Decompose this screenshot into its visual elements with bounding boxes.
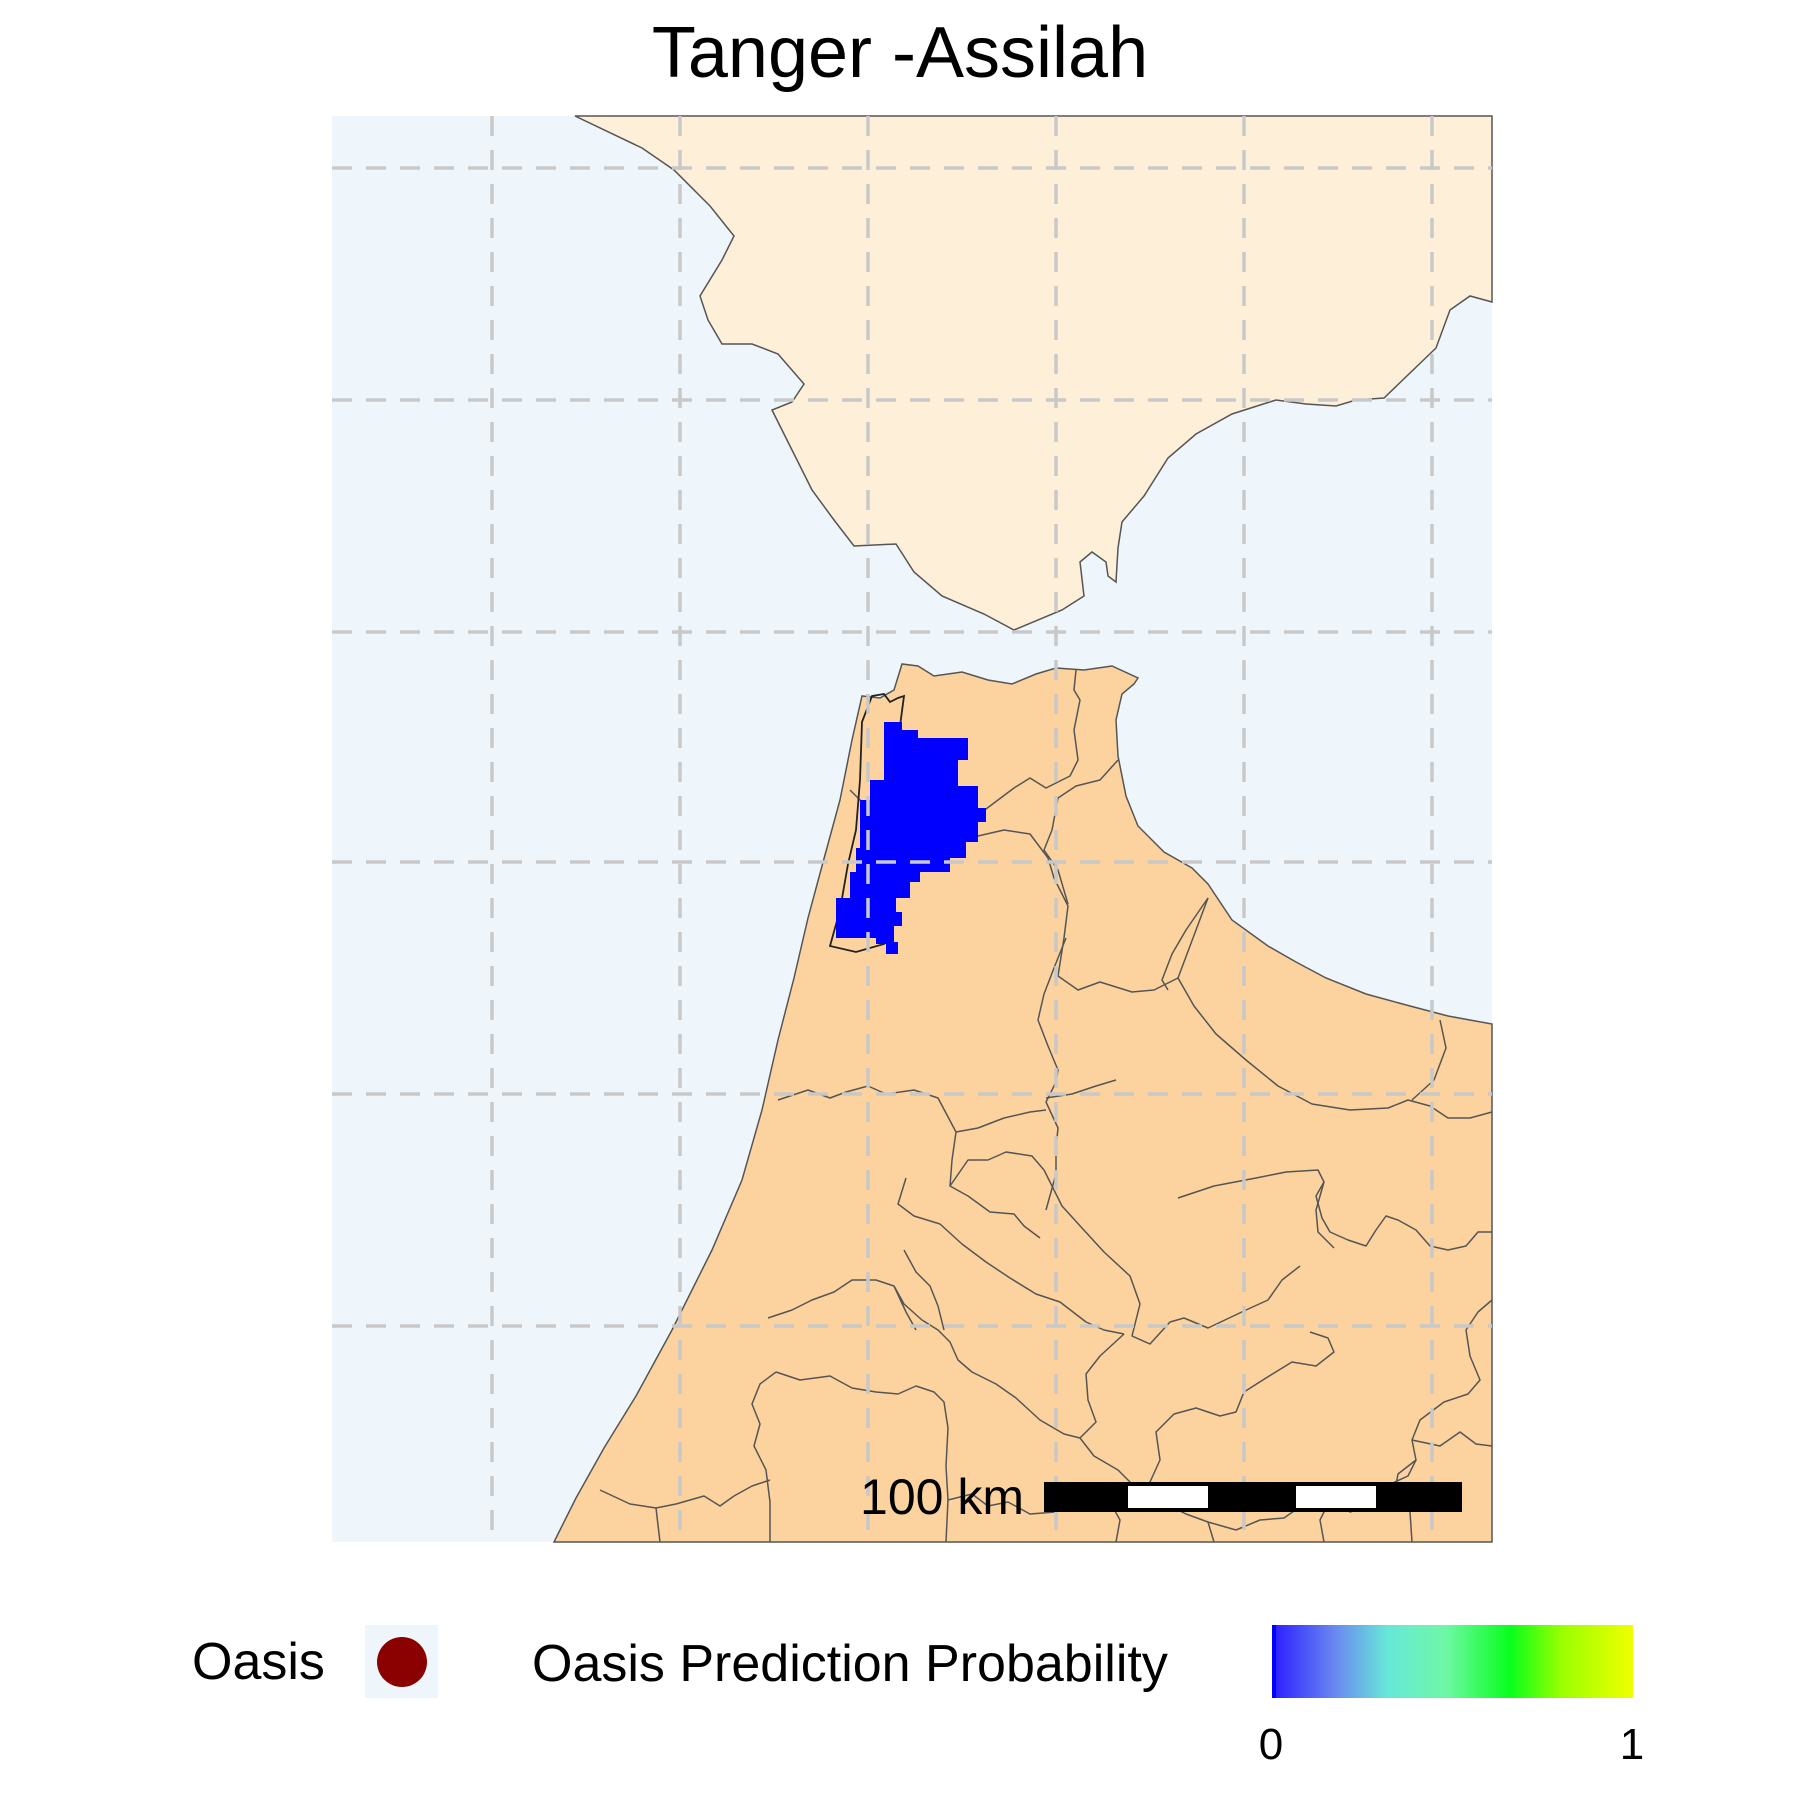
probability-colorbar	[1272, 1625, 1633, 1698]
map-title: Tanger -Assilah	[651, 13, 1149, 93]
scale-bar-segment-white-1	[1128, 1486, 1208, 1508]
scale-bar-label: 100 km	[860, 1469, 1024, 1525]
oasis-point-icon	[377, 1637, 427, 1687]
colorbar-max-label: 1	[1619, 1720, 1645, 1769]
scale-bar-segment-white-2	[1296, 1486, 1376, 1508]
scale-bar-frame	[1044, 1482, 1462, 1512]
prediction-raster	[836, 722, 986, 954]
probability-legend-label: Oasis Prediction Probability	[532, 1635, 1168, 1693]
morocco-landmass	[552, 663, 1493, 1543]
prediction-area	[836, 722, 986, 954]
scale-bar: 100 km	[860, 1469, 1462, 1525]
oasis-legend-label: Oasis	[192, 1633, 325, 1691]
province-boundaries	[599, 669, 1493, 1543]
probability-colorbar-min-marker	[1272, 1625, 1276, 1698]
spain-landmass	[574, 115, 1493, 631]
colorbar-min-label: 0	[1258, 1720, 1284, 1769]
graticule	[332, 116, 1492, 1542]
